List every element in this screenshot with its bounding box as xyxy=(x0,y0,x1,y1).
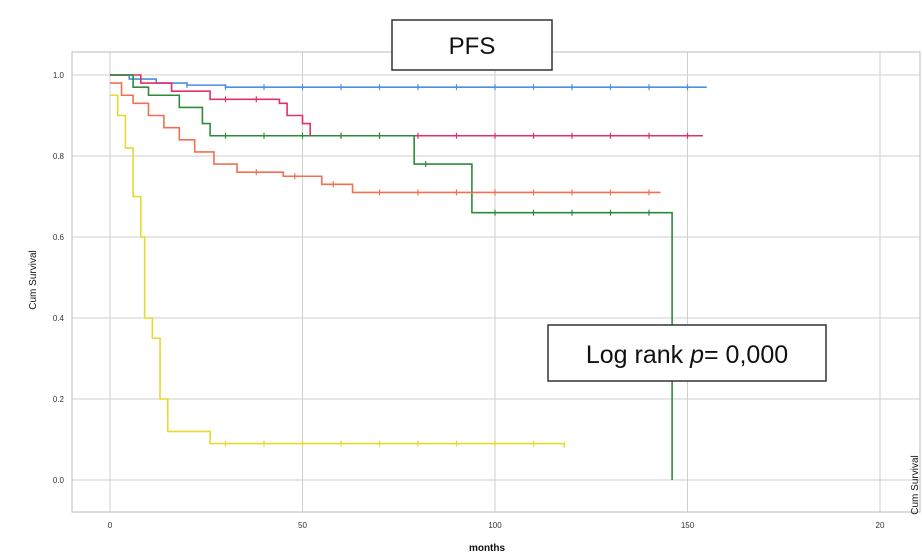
y-tick-label: 0.2 xyxy=(53,395,65,404)
log-rank-p: p xyxy=(689,341,704,369)
x-tick-label: 0 xyxy=(108,521,113,530)
y-tick-label: 0.0 xyxy=(53,476,65,485)
log-rank-value: = 0,000 xyxy=(704,341,788,369)
tick-labels: 0.0 0.2 0.4 0.6 0.8 1.0 0 50 100 150 20 xyxy=(53,71,885,530)
x-tick-label: 50 xyxy=(298,521,307,530)
x-tick-label: 150 xyxy=(681,521,695,530)
y-tick-label: 0.6 xyxy=(53,233,65,242)
y-axis-label: Cum Survival xyxy=(28,250,39,309)
x-tick-label: 100 xyxy=(488,521,502,530)
survival-curve xyxy=(110,94,566,448)
x-tick-label: 20 xyxy=(876,521,885,530)
survival-curve xyxy=(110,82,661,194)
x-axis-label: months xyxy=(469,543,506,554)
title-box: PFS xyxy=(391,19,553,71)
survival-curve xyxy=(110,74,673,480)
log-rank-text: Log rank p= 0,000 xyxy=(586,341,788,369)
y-tick-label: 0.4 xyxy=(53,314,65,323)
series-3 xyxy=(110,74,673,480)
chart-title: PFS xyxy=(449,33,496,60)
series-1 xyxy=(110,74,707,91)
annotation-box: Log rank p= 0,000 xyxy=(547,324,827,382)
series-layer xyxy=(110,74,707,480)
survival-curve xyxy=(110,74,703,137)
log-rank-prefix: Log rank xyxy=(586,341,690,369)
second-y-axis-label: Cum Survival xyxy=(910,455,921,514)
y-tick-label: 0.8 xyxy=(53,152,65,161)
survival-curve xyxy=(110,74,707,88)
y-tick-label: 1.0 xyxy=(53,71,65,80)
series-4 xyxy=(110,82,661,196)
series-5 xyxy=(110,94,566,448)
